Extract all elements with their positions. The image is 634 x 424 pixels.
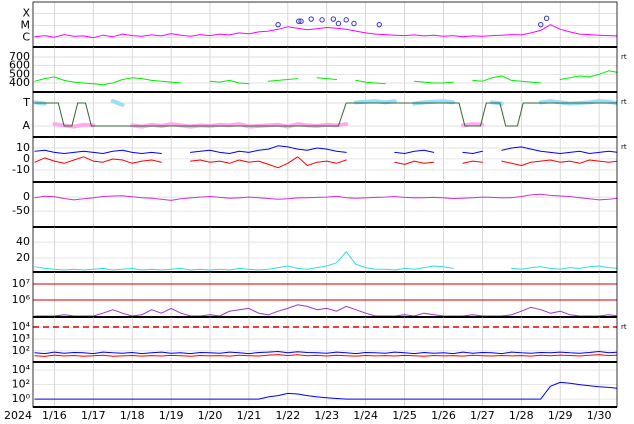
right-label: rt bbox=[621, 323, 627, 331]
series-line bbox=[34, 102, 617, 127]
y-tick-label: 700 bbox=[9, 50, 30, 63]
flare-marker bbox=[335, 20, 342, 27]
y-tick-label: -50 bbox=[12, 204, 30, 217]
y-tick-label: 10³ bbox=[12, 332, 30, 345]
series-line bbox=[34, 381, 617, 400]
x-tick-label: 1/18 bbox=[120, 409, 145, 422]
y-tick-label: T bbox=[22, 96, 30, 109]
right-label: rt bbox=[621, 98, 627, 106]
y-tick-label: M bbox=[21, 19, 31, 32]
y-tick-label: 10 bbox=[16, 141, 30, 154]
y-tick-label: 0 bbox=[23, 190, 30, 203]
y-tick-label: 40 bbox=[16, 235, 30, 248]
flare-marker bbox=[543, 15, 550, 22]
y-tick-label: 10⁶ bbox=[12, 293, 31, 306]
y-tick-label: 400 bbox=[9, 76, 30, 89]
series-line bbox=[34, 145, 617, 154]
panel bbox=[33, 317, 617, 362]
y-tick-label: X bbox=[22, 7, 30, 20]
panel-frame bbox=[32, 271, 618, 318]
panel bbox=[33, 182, 617, 227]
x-tick-label: 1/25 bbox=[392, 409, 417, 422]
panel-frame bbox=[32, 91, 618, 138]
x-tick-label: 1/20 bbox=[198, 409, 223, 422]
right-label: rt bbox=[621, 53, 627, 61]
series-line bbox=[34, 24, 617, 39]
panel bbox=[33, 137, 617, 182]
flare-marker bbox=[296, 18, 302, 24]
right-label: rt bbox=[621, 143, 627, 151]
x-tick-label: 1/30 bbox=[587, 409, 612, 422]
y-tick-label: 10⁴ bbox=[12, 320, 31, 333]
x-tick-label: 1/19 bbox=[159, 409, 184, 422]
x-tick-label: 1/27 bbox=[470, 409, 495, 422]
panel-frame bbox=[32, 1, 618, 48]
flare-marker bbox=[343, 17, 349, 23]
x-tick-label: 1/17 bbox=[81, 409, 106, 422]
flare-marker bbox=[330, 16, 337, 22]
x-tick-label: 1/23 bbox=[314, 409, 339, 422]
series-line bbox=[34, 70, 617, 86]
y-tick-label: A bbox=[22, 119, 30, 132]
flare-marker bbox=[376, 21, 382, 28]
x-tick-label: 1/21 bbox=[237, 409, 262, 422]
y-tick-label: 10⁷ bbox=[12, 277, 30, 290]
series-line bbox=[34, 193, 617, 201]
y-tick-label: 0 bbox=[23, 152, 30, 165]
series-line bbox=[34, 354, 617, 357]
x-tick-label: 1/26 bbox=[431, 409, 456, 422]
panel bbox=[33, 272, 617, 317]
x-tick-label: 1/22 bbox=[275, 409, 300, 422]
y-tick-label: 10² bbox=[12, 344, 30, 357]
flare-marker bbox=[351, 20, 357, 27]
panel bbox=[33, 92, 617, 137]
panel bbox=[33, 227, 617, 272]
panel bbox=[33, 2, 617, 47]
x-tick-label: 1/24 bbox=[353, 409, 378, 422]
y-tick-label: 500 bbox=[9, 67, 30, 80]
panel-frame bbox=[32, 46, 618, 93]
series-line bbox=[34, 156, 617, 169]
flare-marker bbox=[319, 17, 325, 23]
y-tick-label: -10 bbox=[12, 163, 30, 176]
flare-marker bbox=[275, 21, 281, 28]
panel-frame bbox=[32, 181, 618, 228]
y-tick-label: 10⁰ bbox=[12, 392, 31, 405]
series-line bbox=[34, 251, 617, 271]
year-label: 2024 bbox=[4, 409, 32, 422]
x-tick-label: 1/29 bbox=[548, 409, 573, 422]
y-tick-label: 10² bbox=[12, 378, 30, 391]
panel-frame bbox=[32, 226, 618, 273]
x-tick-label: 1/16 bbox=[42, 409, 67, 422]
flare-marker bbox=[308, 16, 314, 22]
y-tick-label: C bbox=[22, 31, 30, 44]
x-tick-label: 1/28 bbox=[509, 409, 534, 422]
y-tick-label: 20 bbox=[16, 251, 30, 264]
panel bbox=[33, 362, 617, 407]
y-tick-label: 600 bbox=[9, 59, 30, 72]
flare-marker bbox=[538, 21, 544, 28]
y-tick-label: 10⁴ bbox=[12, 363, 31, 376]
series-line bbox=[34, 351, 617, 355]
flare-marker bbox=[298, 18, 304, 24]
panel bbox=[33, 47, 617, 92]
panel-frame bbox=[32, 316, 618, 363]
